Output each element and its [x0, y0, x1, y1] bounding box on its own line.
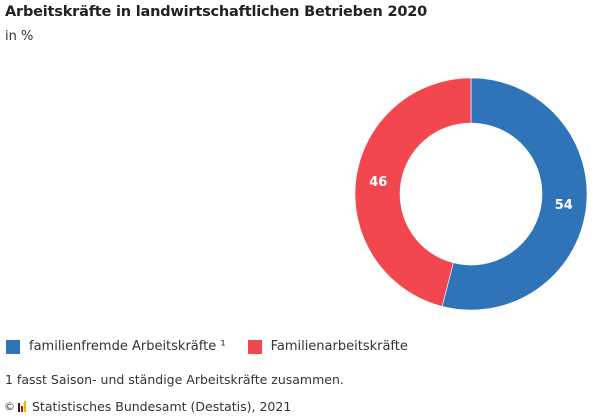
source-text: Statistisches Bundesamt (Destatis), 2021 [32, 399, 292, 414]
footnote: 1 fasst Saison- und ständige Arbeitskräf… [5, 372, 344, 387]
destatis-logo-icon [18, 401, 27, 412]
legend-label: Familienarbeitskräfte [270, 339, 408, 354]
legend-item-familienfremde[interactable]: familienfremde Arbeitskräfte ¹ [6, 339, 226, 354]
legend-item-familienarbeitskraefte[interactable]: Familienarbeitskräfte [247, 339, 408, 354]
source-line: © Statistisches Bundesamt (Destatis), 20… [4, 399, 291, 414]
legend: familienfremde Arbeitskräfte ¹ Familiena… [6, 339, 430, 354]
chart-subtitle: in % [5, 29, 34, 44]
legend-swatch [247, 339, 262, 354]
data-label: 46 [369, 175, 387, 190]
data-label: 54 [555, 198, 573, 213]
donut-slice[interactable] [354, 77, 472, 307]
donut-chart: 54 46 [354, 77, 588, 311]
legend-label: familienfremde Arbeitskräfte ¹ [29, 339, 226, 354]
donut-slice[interactable] [441, 77, 588, 311]
legend-swatch [6, 339, 20, 354]
copyright-icon: © [4, 400, 15, 413]
chart-title: Arbeitskräfte in landwirtschaftlichen Be… [5, 4, 428, 20]
